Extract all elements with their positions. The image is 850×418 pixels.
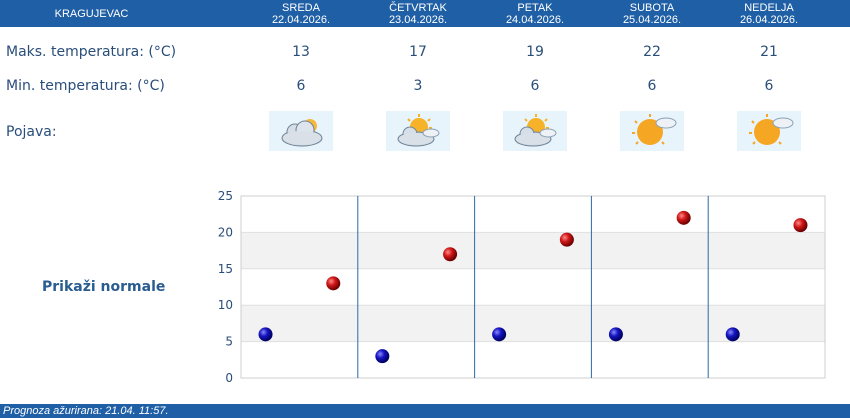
day-header-5: NEDELJA 26.04.2026. — [714, 0, 824, 27]
chart-band — [241, 341, 825, 378]
min-temp-value: 6 — [530, 78, 540, 94]
y-tick-label: 20 — [218, 225, 233, 239]
max-temp-point — [443, 247, 458, 262]
min-temp-point — [608, 327, 623, 342]
y-tick-label: 15 — [218, 262, 233, 276]
min-temp-point — [725, 327, 740, 342]
day-date: 23.04.2026. — [388, 13, 448, 26]
forecast-header: KRAGUJEVAC SREDA 22.04.2026. ČETVRTAK 23… — [0, 0, 850, 27]
min-temp-point — [375, 349, 390, 364]
max-temp-point — [676, 210, 691, 225]
day-date: 24.04.2026. — [505, 13, 565, 26]
y-tick-label: 10 — [218, 298, 233, 312]
max-temp-value: 13 — [292, 44, 310, 60]
day-name: ČETVRTAK — [389, 1, 447, 14]
last-updated-text: Prognoza ažurirana: 21.04. 11:57. — [3, 405, 169, 417]
min-temp-label: Min. temperatura: (°C) — [6, 78, 165, 94]
day-date: 25.04.2026. — [622, 13, 682, 26]
max-temp-point — [793, 218, 808, 233]
min-temp-point — [258, 327, 273, 342]
day-header-2: ČETVRTAK 23.04.2026. — [363, 0, 473, 27]
day-header-1: SREDA 22.04.2026. — [246, 0, 356, 27]
location-name: KRAGUJEVAC — [54, 7, 129, 20]
min-temp-point — [492, 327, 507, 342]
sunny-cloud-icon — [737, 111, 801, 151]
day-name: NEDELJA — [744, 1, 794, 14]
day-date: 22.04.2026. — [271, 13, 331, 26]
day-name: PETAK — [517, 1, 553, 14]
max-temp-value: 19 — [526, 44, 544, 60]
phenomenon-label: Pojava: — [6, 124, 57, 140]
min-temp-value: 6 — [764, 78, 774, 94]
chart-band — [241, 232, 825, 269]
max-temp-value: 22 — [643, 44, 661, 60]
chart-band — [241, 196, 825, 233]
max-temp-value: 21 — [760, 44, 778, 60]
y-tick-label: 25 — [218, 189, 233, 203]
max-temp-value: 17 — [409, 44, 427, 60]
max-temp-point — [326, 276, 341, 291]
forecast-footer: Prognoza ažurirana: 21.04. 11:57. — [0, 404, 850, 418]
temperature-chart: 0 5 10 15 20 25 — [218, 189, 826, 385]
show-normals-link[interactable]: Prikaži normale — [42, 279, 166, 295]
day-name: SUBOTA — [629, 1, 675, 14]
min-temp-value: 3 — [413, 78, 423, 94]
max-temp-point — [559, 232, 574, 247]
day-header-3: PETAK 24.04.2026. — [480, 0, 590, 27]
day-name: SREDA — [282, 1, 320, 14]
y-tick-label: 0 — [225, 371, 233, 385]
day-date: 26.04.2026. — [739, 13, 799, 26]
max-temp-label: Maks. temperatura: (°C) — [6, 44, 177, 60]
sunny-cloud-icon — [620, 111, 684, 151]
partly-cloudy-icon — [503, 111, 567, 151]
y-tick-label: 5 — [225, 335, 233, 349]
plot-border — [240, 195, 826, 379]
partly-cloudy-icon — [386, 111, 450, 151]
min-temp-value: 6 — [296, 78, 306, 94]
day-header-4: SUBOTA 25.04.2026. — [597, 0, 707, 27]
min-temp-value: 6 — [647, 78, 657, 94]
cloudy-sun-icon — [269, 111, 333, 151]
